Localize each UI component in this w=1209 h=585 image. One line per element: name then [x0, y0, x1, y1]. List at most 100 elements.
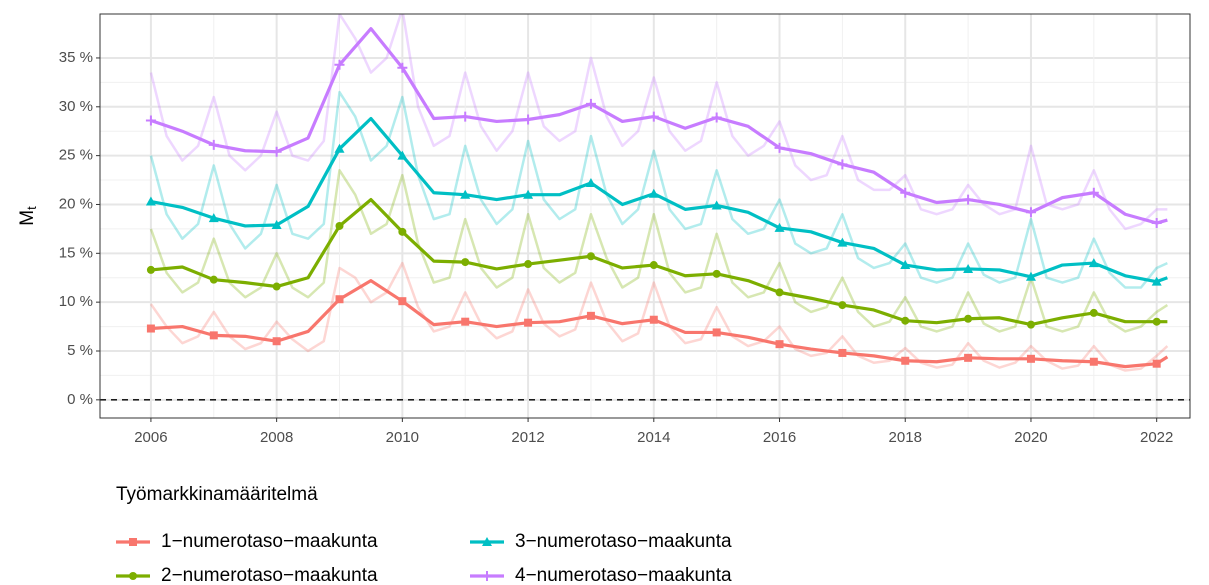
marker: [648, 111, 659, 122]
x-tick-label: 2010: [386, 429, 419, 446]
y-tick-label: 30 %: [59, 98, 93, 115]
legend-item: 3−numerotaso−maakunta: [470, 531, 732, 552]
marker: [146, 265, 155, 274]
legend-title: Työmarkkinamääritelmä: [116, 484, 318, 505]
y-axis-title: Mt: [17, 206, 39, 226]
x-tick-label: 2022: [1140, 429, 1173, 446]
y-axis-title-main: M: [17, 210, 38, 226]
trend-line: [150, 279, 1169, 369]
marker: [649, 261, 658, 270]
marker: [334, 143, 345, 153]
marker: [460, 189, 471, 199]
marker: [775, 340, 784, 349]
marker: [1151, 218, 1162, 229]
x-tick-label: 2018: [889, 429, 922, 446]
y-tick-label: 20 %: [59, 195, 93, 212]
trend-line: [150, 116, 1168, 284]
x-tick-label: 2014: [637, 429, 670, 446]
marker: [900, 260, 911, 270]
marker: [1026, 354, 1035, 363]
marker: [398, 297, 407, 306]
marker: [397, 150, 408, 160]
legend-label: 4−numerotaso−maakunta: [515, 565, 732, 585]
marker: [145, 196, 156, 206]
marker: [964, 353, 973, 362]
marker: [271, 219, 282, 229]
marker: [208, 213, 219, 223]
legend-label: 1−numerotaso−maakunta: [161, 531, 378, 552]
marker: [648, 188, 659, 198]
y-tick-label: 35 %: [59, 49, 93, 66]
marker: [586, 252, 595, 261]
y-tick-label: 10 %: [59, 293, 93, 310]
marker: [774, 222, 785, 232]
marker: [209, 331, 218, 340]
marker: [1152, 317, 1161, 326]
legend: 1−numerotaso−maakunta 2−numerotaso−maakun…: [116, 531, 732, 585]
marker: [461, 317, 470, 326]
raw-line: [149, 169, 1169, 333]
raw-line: [149, 14, 1168, 231]
marker: [963, 263, 974, 273]
legend-label: 3−numerotaso−maakunta: [515, 531, 732, 552]
marker: [461, 258, 470, 267]
y-tick-label: 15 %: [59, 244, 93, 261]
marker: [774, 142, 785, 153]
legend-item: 1−numerotaso−maakunta: [116, 531, 378, 552]
marker: [838, 348, 847, 357]
x-tick-label: 2006: [134, 429, 167, 446]
marker: [711, 112, 722, 123]
marker: [335, 221, 344, 230]
y-axis-title-sub: t: [24, 206, 39, 210]
marker: [586, 311, 595, 320]
marker: [208, 139, 219, 150]
x-tick-label: 2020: [1014, 429, 1047, 446]
marker: [129, 538, 137, 546]
marker: [272, 337, 281, 346]
raw-line: [149, 90, 1168, 289]
marker: [460, 111, 471, 122]
plot-area: [100, 14, 1190, 401]
raw-line: [149, 261, 1169, 372]
panel-border: [99, 13, 1191, 419]
marker: [1151, 276, 1162, 286]
grid: [100, 14, 1190, 418]
marker: [837, 237, 848, 247]
marker: [1025, 271, 1036, 281]
marker: [398, 227, 407, 236]
marker: [271, 146, 282, 157]
marker: [524, 318, 533, 327]
marker: [1089, 357, 1098, 366]
marker: [712, 328, 721, 337]
marker: [523, 114, 534, 125]
marker: [711, 200, 722, 210]
marker: [1025, 207, 1036, 218]
x-tick-label: 2016: [763, 429, 796, 446]
marker: [585, 177, 596, 187]
marker: [585, 98, 596, 109]
marker: [335, 295, 344, 304]
marker: [963, 194, 974, 205]
marker: [1088, 258, 1099, 268]
trend-line: [150, 27, 1168, 225]
marker: [523, 189, 534, 199]
y-tick-label: 25 %: [59, 147, 93, 164]
x-tick-label: 2012: [511, 429, 544, 446]
legend-item: 4−numerotaso−maakunta: [470, 565, 732, 585]
marker: [775, 288, 784, 297]
x-tick-label: 2008: [260, 429, 293, 446]
marker: [145, 115, 156, 126]
marker: [900, 187, 911, 198]
marker: [712, 269, 721, 278]
marker: [901, 356, 910, 365]
marker: [146, 324, 155, 333]
marker: [1088, 187, 1099, 198]
marker: [1026, 320, 1035, 329]
marker: [272, 282, 281, 291]
marker: [1089, 308, 1098, 317]
marker: [837, 159, 848, 170]
marker: [482, 571, 492, 581]
marker: [209, 275, 218, 284]
trend-line: [150, 197, 1168, 327]
